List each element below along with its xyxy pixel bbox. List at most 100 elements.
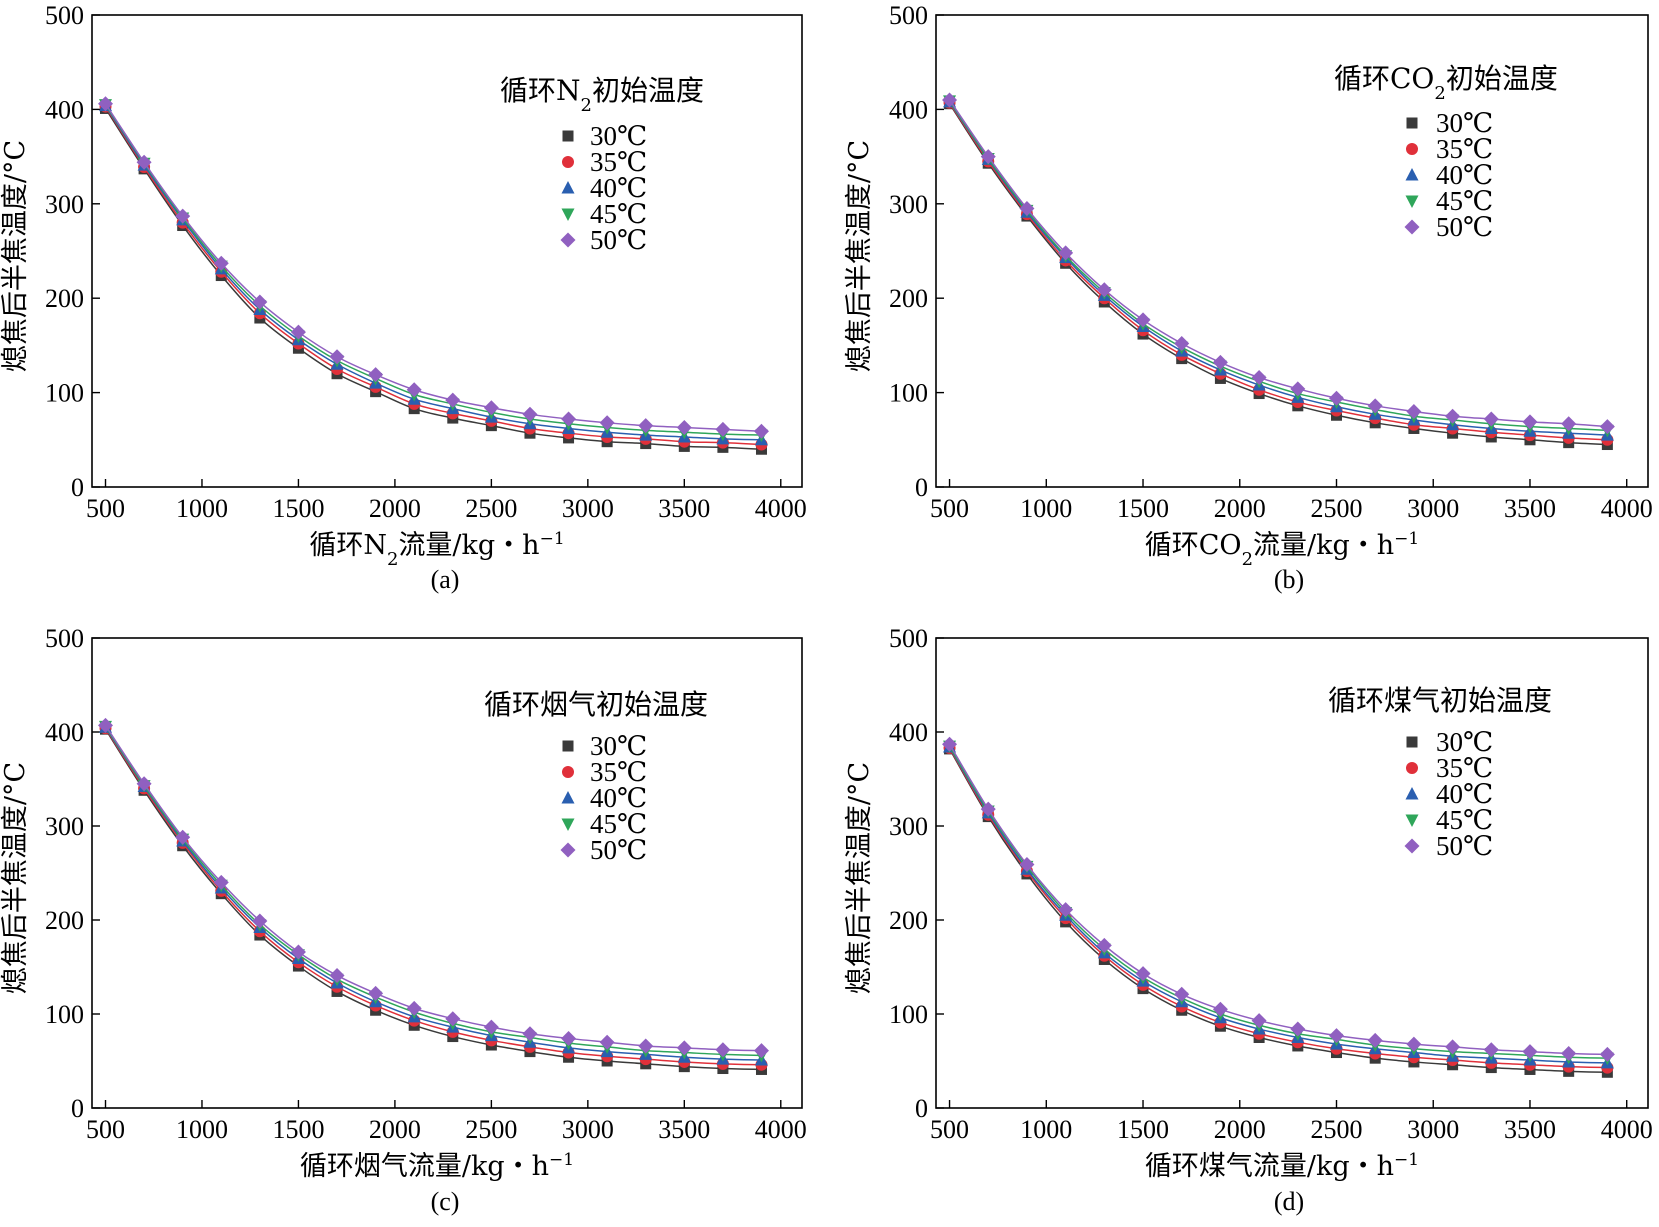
- y-tick-label: 200: [889, 284, 928, 313]
- series-line-35: [948, 102, 1608, 441]
- x-tick-label: 2500: [1311, 1115, 1363, 1144]
- y-axis-label: 熄焦后半焦温度/°C: [0, 762, 31, 994]
- data-point-50: [1445, 408, 1461, 424]
- x-tick-label: 1000: [1020, 1115, 1072, 1144]
- data-point-50: [136, 154, 152, 170]
- legend-marker-50: [560, 842, 576, 858]
- legend-label: 35℃: [1436, 134, 1493, 164]
- chart-panel-b: 0 100 200 300 400 500 500 1000 1500 2000 2500 3000 3…: [844, 1, 1653, 594]
- data-point-50: [483, 400, 499, 416]
- data-point-50: [1406, 1036, 1422, 1052]
- x-tick-label: 500: [86, 1115, 125, 1144]
- x-axis-label: 循环煤气流量/kg・h−1: [1145, 1150, 1419, 1182]
- legend-marker-40: [1405, 787, 1419, 800]
- legend-label: 50℃: [1436, 212, 1493, 242]
- data-point-50: [715, 1042, 731, 1058]
- data-point-50: [1174, 336, 1190, 352]
- series-line-50: [104, 725, 762, 1052]
- y-tick-label: 100: [889, 1000, 928, 1029]
- legend-marker-30: [1406, 117, 1418, 129]
- data-point-50: [599, 1034, 615, 1050]
- series-line-45: [104, 725, 762, 1057]
- data-point-50: [368, 985, 384, 1001]
- x-tick-label: 4000: [1601, 1115, 1653, 1144]
- data-point-50: [406, 1000, 422, 1016]
- data-point-50: [1445, 1039, 1461, 1055]
- y-axis-label: 熄焦后半焦温度/°C: [0, 140, 31, 372]
- data-point-50: [599, 415, 615, 431]
- data-point-50: [1483, 1042, 1499, 1058]
- legend-title: 循环CO2初始温度: [1334, 62, 1558, 104]
- x-tick-label: 1500: [1117, 1115, 1169, 1144]
- data-point-50: [561, 1030, 577, 1046]
- y-tick-label: 500: [45, 1, 84, 30]
- data-point-50: [290, 944, 306, 960]
- x-tick-label: 1500: [1117, 494, 1169, 523]
- x-axis-label: 循环CO2流量/kg・h−1: [1145, 529, 1419, 570]
- x-tick-label: 2500: [1311, 494, 1363, 523]
- y-tick-label: 300: [45, 190, 84, 219]
- data-point-50: [1058, 245, 1074, 261]
- legend-label: 40℃: [1436, 779, 1493, 809]
- data-point-50: [1367, 1032, 1383, 1048]
- chart-panel-a: 0 100 200 300 400 500 500 1000 1500 2000 2500 3000 3…: [0, 1, 807, 594]
- data-point-50: [252, 294, 268, 310]
- data-point-50: [1019, 201, 1035, 217]
- data-point-50: [175, 208, 191, 224]
- legend-marker-45: [1405, 814, 1419, 827]
- y-tick-label: 200: [45, 906, 84, 935]
- x-tick-label: 3500: [1504, 1115, 1556, 1144]
- legend-marker-30: [1406, 736, 1418, 748]
- legend-label: 30℃: [590, 731, 647, 761]
- data-point-50: [561, 411, 577, 427]
- x-axis-label: 循环烟气流量/kg・h−1: [300, 1150, 574, 1182]
- data-point-50: [638, 1038, 654, 1054]
- legend-label: 30℃: [590, 121, 647, 151]
- series-line-30: [948, 103, 1608, 446]
- data-point-50: [252, 913, 268, 929]
- y-tick-label: 300: [889, 812, 928, 841]
- legend-marker-30: [562, 130, 574, 142]
- legend-marker-40: [561, 791, 575, 804]
- panel-caption: (a): [431, 565, 460, 594]
- y-tick-label: 500: [45, 624, 84, 653]
- legend-label: 40℃: [590, 173, 647, 203]
- x-tick-label: 2000: [1214, 494, 1266, 523]
- x-tick-label: 3500: [658, 1115, 710, 1144]
- x-tick-label: 4000: [755, 494, 807, 523]
- x-tick-label: 3000: [1407, 1115, 1459, 1144]
- data-point-50: [1251, 369, 1267, 385]
- data-point-50: [942, 736, 958, 752]
- plot-frame: [935, 637, 1649, 1109]
- panel-caption: (b): [1274, 565, 1304, 594]
- data-point-50: [175, 829, 191, 845]
- series-line-30: [948, 748, 1608, 1074]
- legend: 循环CO2初始温度 30℃35℃40℃45℃50℃: [1334, 62, 1558, 242]
- legend-label: 45℃: [1436, 805, 1493, 835]
- data-point-50: [406, 382, 422, 398]
- data-point-50: [980, 149, 996, 165]
- y-tick-label: 100: [45, 1000, 84, 1029]
- legend-label: 30℃: [1436, 727, 1493, 757]
- x-tick-label: 500: [86, 494, 125, 523]
- chart-panel-c: 0 100 200 300 400 500 500 1000 1500 2000 2500 3000 3…: [0, 624, 807, 1216]
- data-point-50: [290, 324, 306, 340]
- y-tick-label: 0: [71, 1094, 84, 1123]
- series-line-50: [948, 99, 1608, 428]
- data-point-50: [1522, 414, 1538, 430]
- y-tick-label: 300: [45, 812, 84, 841]
- legend-label: 30℃: [1436, 108, 1493, 138]
- data-point-50: [676, 420, 692, 436]
- plot-frame: [91, 637, 803, 1109]
- panel-caption: (c): [431, 1187, 460, 1216]
- legend-label: 50℃: [590, 835, 647, 865]
- y-tick-label: 0: [71, 473, 84, 502]
- data-point-50: [715, 421, 731, 437]
- x-tick-label: 1000: [176, 494, 228, 523]
- data-point-50: [1290, 381, 1306, 397]
- y-axis-label: 熄焦后半焦温度/°C: [844, 140, 875, 372]
- y-tick-label: 400: [45, 95, 84, 124]
- x-tick-label: 3000: [1407, 494, 1459, 523]
- data-point-50: [1174, 986, 1190, 1002]
- series-line-30: [104, 108, 762, 450]
